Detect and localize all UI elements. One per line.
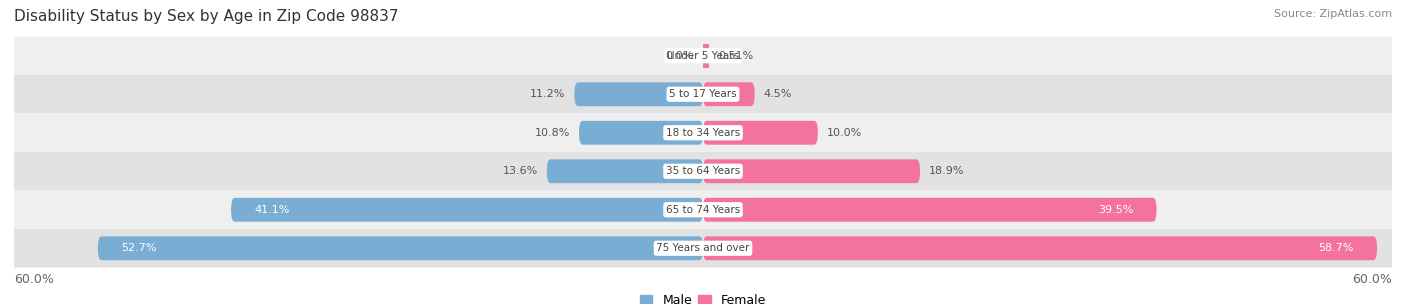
Text: 13.6%: 13.6%	[502, 166, 537, 176]
Text: 0.0%: 0.0%	[665, 51, 693, 61]
Text: 41.1%: 41.1%	[254, 205, 290, 215]
FancyBboxPatch shape	[703, 121, 818, 145]
Text: 39.5%: 39.5%	[1098, 205, 1133, 215]
Bar	[703, 44, 709, 68]
Text: 58.7%: 58.7%	[1319, 243, 1354, 253]
FancyBboxPatch shape	[703, 198, 1157, 222]
FancyBboxPatch shape	[575, 82, 703, 106]
FancyBboxPatch shape	[703, 159, 920, 183]
Text: 18.9%: 18.9%	[929, 166, 965, 176]
FancyBboxPatch shape	[703, 236, 1376, 260]
FancyBboxPatch shape	[98, 236, 703, 260]
FancyBboxPatch shape	[14, 229, 1392, 268]
FancyBboxPatch shape	[14, 36, 1392, 75]
Text: 75 Years and over: 75 Years and over	[657, 243, 749, 253]
Text: 10.8%: 10.8%	[534, 128, 569, 138]
Text: 65 to 74 Years: 65 to 74 Years	[666, 205, 740, 215]
Text: 18 to 34 Years: 18 to 34 Years	[666, 128, 740, 138]
FancyBboxPatch shape	[547, 159, 703, 183]
Text: 60.0%: 60.0%	[14, 273, 53, 286]
FancyBboxPatch shape	[703, 82, 755, 106]
Text: 60.0%: 60.0%	[1353, 273, 1392, 286]
FancyBboxPatch shape	[14, 75, 1392, 113]
FancyBboxPatch shape	[14, 113, 1392, 152]
Text: 5 to 17 Years: 5 to 17 Years	[669, 89, 737, 99]
FancyBboxPatch shape	[14, 191, 1392, 229]
FancyBboxPatch shape	[231, 198, 703, 222]
Text: Source: ZipAtlas.com: Source: ZipAtlas.com	[1274, 9, 1392, 19]
Text: 4.5%: 4.5%	[763, 89, 792, 99]
FancyBboxPatch shape	[14, 152, 1392, 191]
Text: Under 5 Years: Under 5 Years	[666, 51, 740, 61]
Text: 0.51%: 0.51%	[718, 51, 754, 61]
Text: 52.7%: 52.7%	[121, 243, 156, 253]
Text: 10.0%: 10.0%	[827, 128, 862, 138]
Text: 35 to 64 Years: 35 to 64 Years	[666, 166, 740, 176]
Text: Disability Status by Sex by Age in Zip Code 98837: Disability Status by Sex by Age in Zip C…	[14, 9, 398, 24]
Legend: Male, Female: Male, Female	[636, 289, 770, 304]
Text: 11.2%: 11.2%	[530, 89, 565, 99]
FancyBboxPatch shape	[579, 121, 703, 145]
